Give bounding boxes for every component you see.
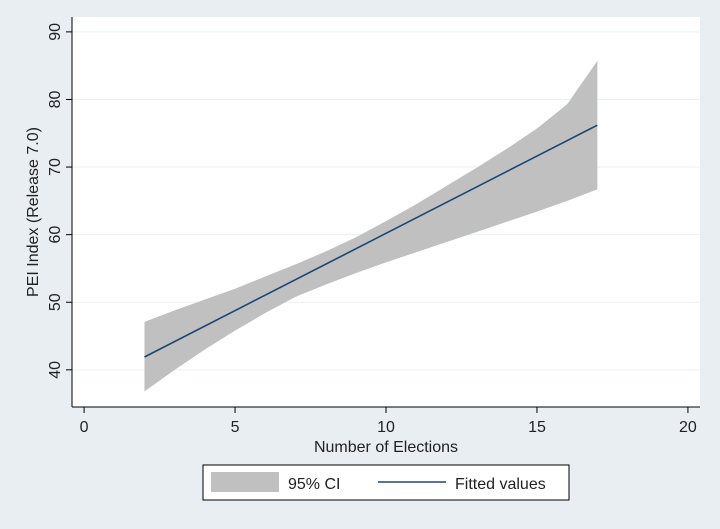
fitted-values-line xyxy=(144,124,598,358)
legend-label-band: 95% CI xyxy=(288,476,340,493)
legend: 95% CI Fitted values xyxy=(202,464,570,501)
x-tick-label-10: 10 xyxy=(377,419,395,436)
confidence-band xyxy=(144,60,598,392)
y-ticks: 40 50 60 70 80 90 xyxy=(47,23,72,379)
y-tick-label-70: 70 xyxy=(47,158,64,176)
y-tick-label-40: 40 xyxy=(47,361,64,379)
y-tick-label-50: 50 xyxy=(47,293,64,311)
x-tick-label-20: 20 xyxy=(679,419,697,436)
fitted-line-group xyxy=(144,124,598,358)
legend-label-line: Fitted values xyxy=(455,476,546,493)
x-axis-label: Number of Elections xyxy=(314,439,458,456)
legend-swatch-band xyxy=(211,472,279,492)
ci-band-area xyxy=(144,60,598,392)
x-ticks: 0 5 10 15 20 xyxy=(80,407,697,436)
y-axis-label: PEI Index (Release 7.0) xyxy=(25,127,42,297)
x-tick-label-0: 0 xyxy=(80,419,89,436)
x-tick-label-5: 5 xyxy=(231,419,240,436)
x-tick-label-15: 15 xyxy=(528,419,546,436)
y-tick-label-80: 80 xyxy=(47,90,64,108)
y-tick-label-90: 90 xyxy=(47,23,64,41)
y-tick-label-60: 60 xyxy=(47,226,64,244)
